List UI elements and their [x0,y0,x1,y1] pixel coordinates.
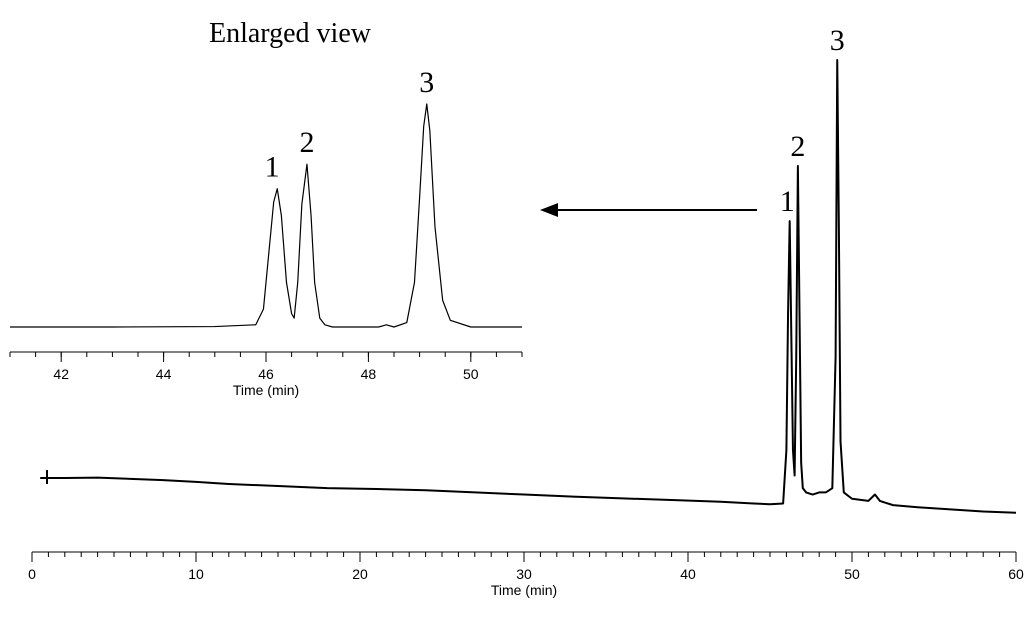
x-axis-title: Time (min) [491,582,557,598]
x-tick-label: 30 [516,566,532,582]
arrow-indicator [540,203,757,217]
x-tick-label: 0 [28,566,36,582]
x-tick-label: 46 [258,366,274,382]
x-tick-label: 20 [352,566,368,582]
x-tick-label: 10 [188,566,204,582]
peak-label-2: 2 [299,126,314,159]
chromatogram-trace [40,59,1017,514]
peak-label-3: 3 [830,24,845,57]
peak-label-1: 1 [780,185,795,218]
peak-label-2: 2 [790,130,805,163]
x-tick-label: 50 [463,366,479,382]
peak-label-3: 3 [419,66,434,99]
inset-title: Enlarged view [209,18,372,49]
x-tick-label: 50 [844,566,860,582]
x-tick-label: 42 [53,366,69,382]
chromatogram-trace [10,103,522,328]
peak-label-1: 1 [265,151,280,184]
x-tick-label: 48 [361,366,377,382]
x-tick-label: 60 [1008,566,1024,582]
x-tick-label: 44 [156,366,172,382]
inset-chart: 42 44 46 48 50 Time (min) 12 3 Enlarged view [9,18,523,398]
x-tick-label: 40 [680,566,696,582]
x-axis-title: Time (min) [233,382,299,398]
